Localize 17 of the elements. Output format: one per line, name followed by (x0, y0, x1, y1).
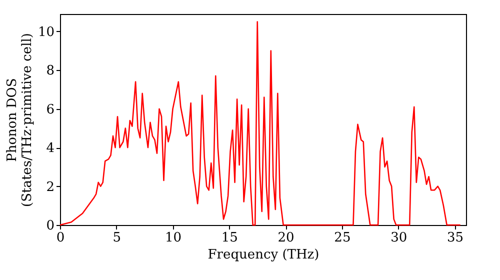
line-series (59, 21, 462, 226)
x-tick-label: 10 (165, 230, 182, 246)
y-tick-label: 6 (46, 102, 54, 118)
y-tick-label: 0 (46, 218, 54, 234)
y-tick-label: 2 (46, 180, 54, 195)
x-tick-label: 5 (112, 230, 122, 246)
x-tick-label: 15 (221, 230, 238, 246)
y-tick-label: 8 (46, 64, 54, 79)
x-tick-label: 25 (334, 230, 351, 246)
y-axis-title: Phonon DOS (States/THz·primitive cell) (4, 32, 35, 208)
y-tick-label: 4 (46, 141, 54, 156)
y-tick-label: 10 (38, 24, 54, 40)
x-tick-label: 0 (56, 230, 65, 246)
x-tick-label: 30 (390, 230, 408, 246)
x-axis-title: Frequency (THz) (208, 248, 320, 262)
x-tick-label: 35 (446, 230, 464, 246)
x-tick-label: 20 (278, 230, 294, 246)
